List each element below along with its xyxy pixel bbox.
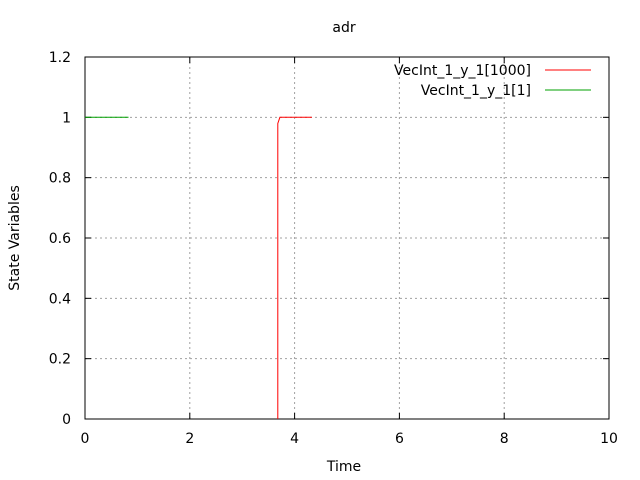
legend: VecInt_1_y_1[1000] VecInt_1_y_1[1]: [394, 63, 591, 99]
y-tick-label: 1: [62, 110, 71, 126]
x-tick-label: 10: [600, 431, 618, 447]
x-tick-label: 2: [185, 431, 194, 447]
chart-title: adr: [332, 20, 355, 36]
y-tick-label: 1.2: [49, 50, 71, 66]
axis-ticks: 0 0.2 0.4 0.6 0.8 1 1.2 0 2 4 6 8 10: [49, 50, 618, 447]
y-tick-label: 0.6: [49, 231, 71, 247]
grid: [85, 57, 609, 419]
x-tick-label: 6: [395, 431, 404, 447]
y-tick-label: 0: [62, 412, 71, 428]
legend-label: VecInt_1_y_1[1]: [421, 83, 531, 99]
y-tick-label: 0.8: [49, 171, 71, 187]
x-tick-label: 0: [81, 431, 90, 447]
x-tick-label: 8: [500, 431, 509, 447]
x-axis-label: Time: [326, 459, 361, 475]
series-line: [277, 116, 312, 419]
series-lines: [85, 116, 312, 419]
legend-label: VecInt_1_y_1[1000]: [394, 63, 531, 79]
y-tick-label: 0.4: [49, 291, 71, 307]
x-tick-label: 4: [290, 431, 299, 447]
y-axis-label: State Variables: [7, 185, 23, 291]
y-tick-label: 0.2: [49, 352, 71, 368]
